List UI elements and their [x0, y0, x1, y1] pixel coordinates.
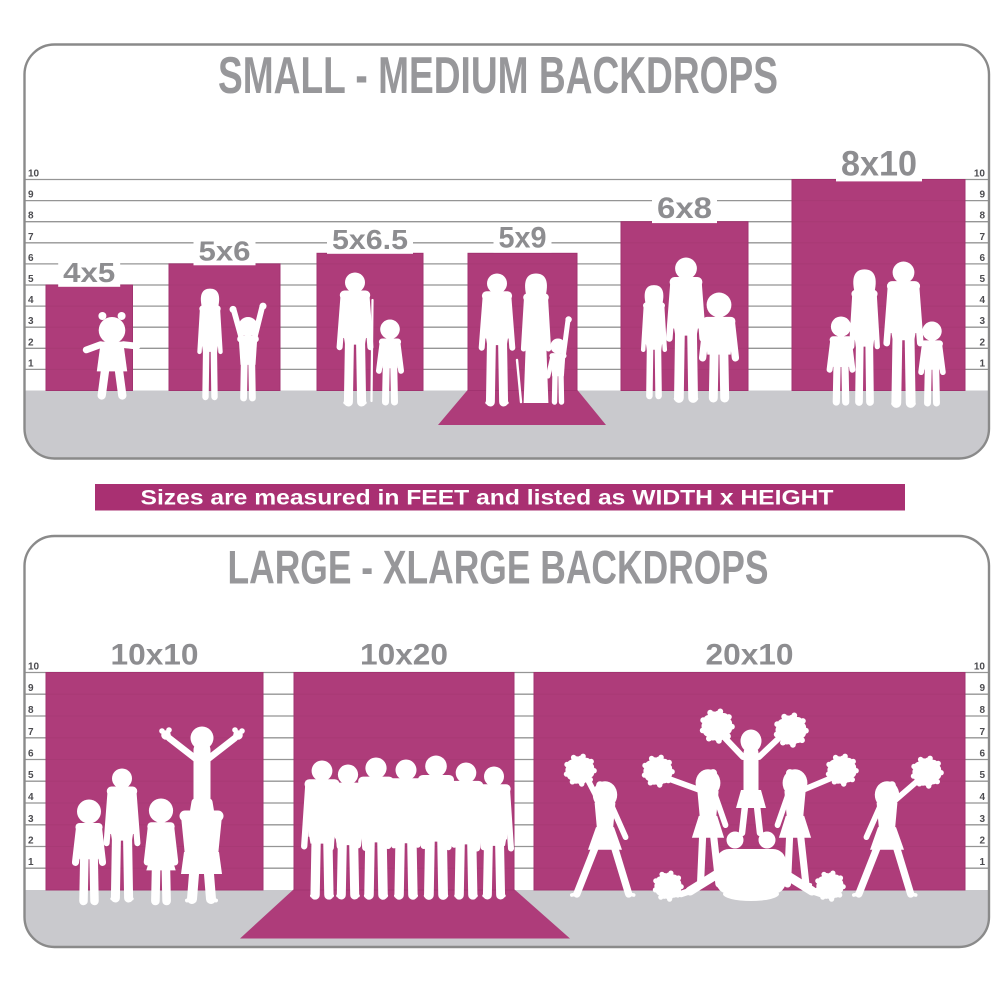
svg-text:7: 7 [979, 232, 985, 243]
svg-text:9: 9 [28, 190, 34, 201]
svg-text:8x10: 8x10 [841, 145, 917, 184]
svg-text:1: 1 [28, 857, 34, 868]
svg-text:7: 7 [979, 727, 985, 738]
svg-text:3: 3 [979, 316, 985, 327]
svg-text:7: 7 [28, 232, 34, 243]
svg-text:9: 9 [28, 683, 34, 694]
svg-text:5: 5 [979, 770, 985, 781]
svg-text:20x10: 20x10 [706, 639, 794, 672]
svg-text:6x8: 6x8 [657, 192, 712, 225]
svg-text:2: 2 [979, 337, 985, 348]
svg-text:8: 8 [979, 705, 985, 716]
svg-text:6: 6 [28, 749, 34, 760]
svg-text:10: 10 [28, 169, 40, 180]
svg-text:4: 4 [28, 295, 34, 306]
svg-text:5x9: 5x9 [499, 222, 547, 255]
svg-text:4: 4 [28, 792, 34, 803]
svg-text:5x6: 5x6 [199, 236, 251, 267]
svg-text:2: 2 [979, 836, 985, 847]
svg-text:6: 6 [979, 253, 985, 264]
svg-text:6: 6 [979, 749, 985, 760]
svg-text:6: 6 [28, 253, 34, 264]
svg-text:SMALL - MEDIUM BACKDROPS: SMALL - MEDIUM BACKDROPS [218, 47, 778, 105]
svg-text:7: 7 [28, 727, 34, 738]
svg-text:10: 10 [974, 169, 986, 180]
svg-text:LARGE - XLARGE BACKDROPS: LARGE - XLARGE BACKDROPS [228, 541, 769, 594]
svg-text:3: 3 [979, 814, 985, 825]
svg-text:3: 3 [28, 316, 34, 327]
svg-text:4: 4 [979, 792, 985, 803]
svg-text:Sizes are measured in FEET and: Sizes are measured in FEET and listed as… [141, 487, 834, 510]
svg-text:8: 8 [28, 705, 34, 716]
svg-text:10: 10 [974, 662, 986, 673]
svg-text:1: 1 [979, 358, 985, 369]
svg-text:10x20: 10x20 [360, 639, 448, 672]
svg-text:10: 10 [28, 662, 40, 673]
svg-text:5: 5 [979, 274, 985, 285]
svg-text:1: 1 [979, 857, 985, 868]
svg-text:2: 2 [28, 337, 34, 348]
svg-text:8: 8 [28, 211, 34, 222]
svg-text:5: 5 [28, 770, 34, 781]
svg-text:10x10: 10x10 [111, 639, 199, 672]
svg-text:2: 2 [28, 836, 34, 847]
svg-text:3: 3 [28, 814, 34, 825]
svg-text:1: 1 [28, 358, 34, 369]
svg-text:4: 4 [979, 295, 985, 306]
svg-text:9: 9 [979, 683, 985, 694]
svg-text:8: 8 [979, 211, 985, 222]
svg-text:5x6.5: 5x6.5 [332, 224, 408, 255]
svg-text:5: 5 [28, 274, 34, 285]
svg-text:9: 9 [979, 190, 985, 201]
svg-text:4x5: 4x5 [63, 257, 115, 288]
